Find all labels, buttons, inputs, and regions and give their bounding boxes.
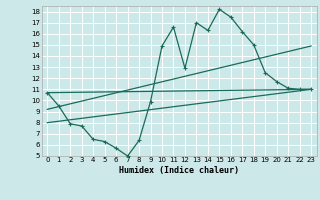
- X-axis label: Humidex (Indice chaleur): Humidex (Indice chaleur): [119, 166, 239, 175]
